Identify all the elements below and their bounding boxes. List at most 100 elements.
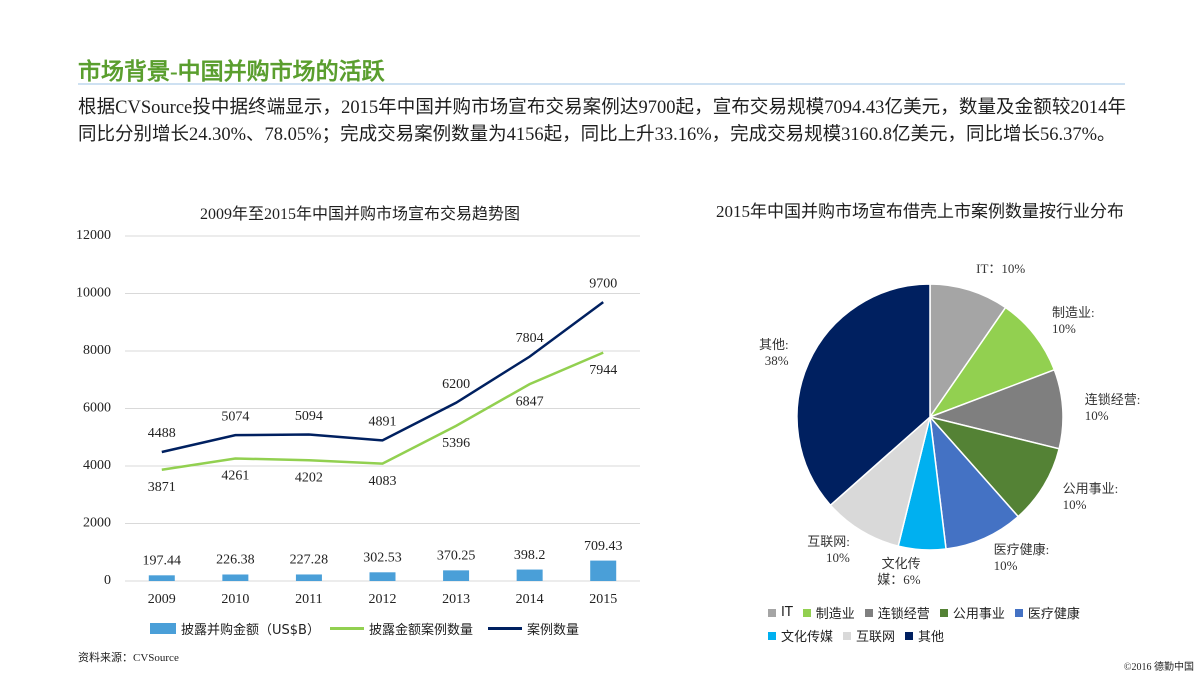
bar [222,574,249,581]
y-tick-label: 6000 [83,401,111,416]
pie-slice [928,306,1056,419]
legend-item: 医疗健康 [1014,603,1080,622]
legend-item: IT [768,603,793,622]
legend-label: 制造业 [815,607,855,622]
data-label: 7804 [516,331,544,346]
legend-label: 连锁经营 [877,607,930,622]
legend-item: 公用事业 [939,603,1005,622]
data-label: 4083 [369,474,397,489]
legend-label: IT [781,605,793,620]
legend-item: 其他 [905,626,944,645]
legend-swatch [1014,608,1023,617]
legend-label: 文化传媒 [781,630,834,645]
x-tick-label: 2011 [295,592,322,607]
pie-slice [829,414,932,548]
slice-label: 公用事业: 10% [1062,481,1119,513]
legend-swatch [768,631,776,640]
legend-label: 互联网 [856,630,896,645]
data-label: 5094 [295,409,323,424]
legend-swatch [939,608,948,617]
pie-slice [927,368,1064,450]
slice-label: 制造业: 10% [1052,305,1095,337]
data-label: 302.53 [363,551,402,566]
x-tick-label: 2012 [369,592,397,607]
data-label: 9700 [589,276,617,291]
legend: IT 制造业 连锁经营 公用事业 医疗健康文化传媒 互联网 其他 [768,603,1098,645]
data-label: 5396 [442,436,470,451]
data-label: 197.44 [143,554,182,569]
pie-slice [928,414,1020,550]
data-label: 4488 [148,426,176,441]
y-tick-label: 2000 [83,516,111,531]
y-tick-label: 8000 [83,343,111,358]
pie-slice [927,415,1061,518]
bar [295,574,322,581]
legend-label: 披露金额案例数量 [369,623,474,638]
x-tick-label: 2013 [442,592,470,607]
legend-item: 案例数量 [488,619,579,638]
legend-swatch [768,608,776,617]
data-label: 6200 [442,377,470,392]
source: 资料来源：CVSource [78,652,179,664]
slice-label: 互联网: 10% [807,533,850,565]
bar [369,572,396,581]
legend-label: 公用事业 [952,607,1005,622]
data-label: 370.25 [437,549,476,564]
data-label: 4202 [295,470,323,485]
data-label: 7944 [589,363,617,378]
y-tick-label: 12000 [76,228,111,243]
data-label: 5074 [221,409,249,424]
chart-title: 2009年至2015年中国并购市场宣布交易趋势图 [199,206,520,223]
legend-item: 披露并购金额（US$B） [150,619,320,638]
pie-slice [796,283,931,507]
data-label: 6847 [516,394,544,409]
slice-label: 其他: 38% [759,337,789,369]
line [161,301,604,454]
x-tick-label: 2010 [221,592,249,607]
chart-title: 2015年中国并购市场宣布借壳上市案例数量按行业分布 [716,202,1124,221]
y-tick-label: 4000 [83,458,111,473]
legend-swatch [843,631,852,640]
legend-label: 医疗健康 [1027,607,1080,622]
slide-title: 市场背景-中国并购市场的活跃 [78,59,385,84]
legend-item: 连锁经营 [864,603,930,622]
legend-label: 其他 [918,630,945,645]
bar [443,570,470,581]
data-label: 4891 [369,415,397,430]
x-tick-label: 2015 [589,592,617,607]
legend-item: 制造业 [802,603,855,622]
pie-slice [929,283,1007,420]
data-label: 226.38 [216,553,255,568]
slice-label: 连锁经营: 10% [1084,391,1141,423]
legend-item: 文化传媒 [768,626,833,645]
legend-item: 披露金额案例数量 [330,619,473,638]
y-tick-label: 0 [104,573,111,588]
data-label: 3871 [148,480,176,495]
y-tick-label: 10000 [76,286,111,301]
body-text: 根据CVSource投中据终端显示，2015年中国并购市场宣布交易案例达9700… [78,98,1126,145]
legend-label: 披露并购金额（US$B） [181,623,320,638]
data-label: 398.2 [514,548,546,563]
legend-swatch [150,623,176,634]
data-label: 4261 [221,469,249,484]
slice-label: 文化传 媒：6% [877,555,921,587]
data-label: 709.43 [584,539,623,554]
legend-swatch [330,627,364,630]
bar [516,569,543,581]
slice-label: 医疗健康: 10% [993,542,1050,574]
x-tick-label: 2014 [516,592,544,607]
bar [148,575,175,581]
legend-swatch [864,608,873,617]
legend-swatch [802,608,811,617]
x-tick-label: 2009 [148,592,176,607]
legend-item: 互联网 [843,626,895,645]
legend-swatch [488,627,522,630]
legend-label: 案例数量 [527,623,580,638]
slice-label: IT：10% [976,261,1026,277]
copyright: ©2016 德勤中国 [1123,662,1194,673]
legend-swatch [905,631,914,640]
line [161,351,604,471]
bar [590,560,617,581]
